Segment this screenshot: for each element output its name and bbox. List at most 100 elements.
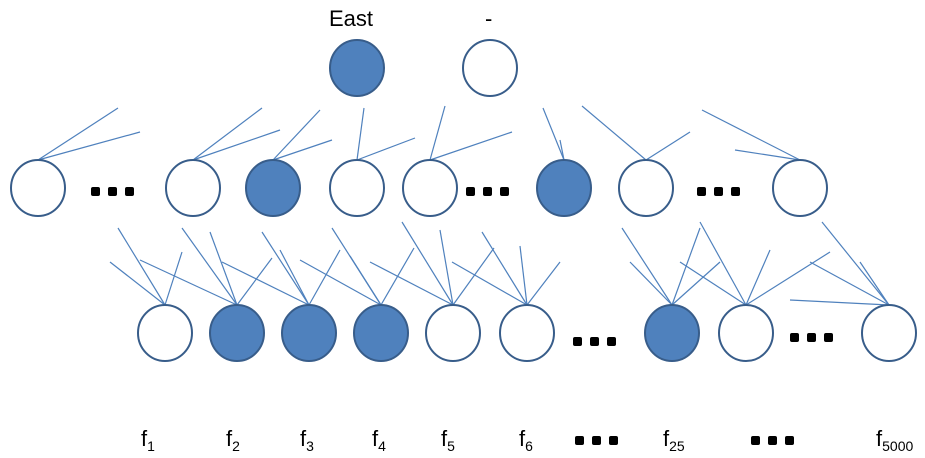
edge-lower-3 [221, 261, 310, 306]
edge-lower-9 [789, 299, 890, 306]
bottom-node-9 [861, 304, 917, 362]
edge-lower-2 [181, 227, 238, 306]
middle-node-1 [10, 159, 66, 217]
bottom-node-7 [644, 304, 700, 362]
middle-node-3 [245, 159, 301, 217]
ellipsis-middle-1-dot-3 [125, 187, 134, 196]
feature-label-f3: f3 [300, 426, 314, 454]
edge-lower-7 [671, 261, 721, 306]
ellipsis-group [91, 187, 833, 445]
feature-label-f1: f1 [141, 426, 155, 454]
edge-lower-3 [308, 249, 341, 306]
edge-lower-9 [859, 261, 890, 306]
top-label-dash: - [485, 6, 493, 31]
ellipsis-middle-2-dot-3 [500, 187, 509, 196]
edge-lower-1 [109, 261, 166, 306]
feature-label-f4: f4 [372, 426, 386, 454]
edge-lower-2 [209, 231, 238, 306]
edge-upper-8 [734, 149, 801, 161]
edge-lower-7 [621, 227, 673, 306]
ellipsis-labels-2-dot-3 [785, 436, 794, 445]
ellipsis-middle-2-dot-2 [483, 187, 492, 196]
edge-lower-6 [519, 245, 528, 306]
edge-lower-5 [439, 229, 454, 306]
edge-upper-4 [356, 137, 416, 161]
edge-lower-8 [745, 249, 771, 306]
ellipsis-middle-3-dot-1 [697, 187, 706, 196]
feature-label-f6: f6 [519, 426, 533, 454]
feature-label-f25: f25 [663, 426, 685, 454]
ellipsis-bottom-2-dot-3 [824, 333, 833, 342]
middle-node-4 [329, 159, 385, 217]
ellipsis-bottom-2-dot-2 [807, 333, 816, 342]
edge-lower-8 [745, 251, 831, 306]
edge-upper-6 [559, 139, 565, 161]
edge-lower-1 [117, 227, 166, 306]
edge-group [37, 105, 890, 306]
bottom-node-4 [353, 304, 409, 362]
node-group [10, 39, 917, 362]
edge-lower-4 [349, 255, 382, 306]
ellipsis-middle-2-dot-1 [466, 187, 475, 196]
middle-node-2 [165, 159, 221, 217]
edge-upper-2 [192, 107, 263, 161]
middle-node-5 [402, 159, 458, 217]
edge-lower-3 [279, 249, 310, 306]
edge-lower-2 [236, 257, 273, 306]
edge-upper-8 [701, 109, 801, 161]
bottom-node-3 [281, 304, 337, 362]
edge-lower-1 [164, 251, 183, 306]
ellipsis-middle-3-dot-2 [714, 187, 723, 196]
edge-lower-6 [451, 261, 528, 306]
edge-upper-2 [192, 129, 281, 161]
ellipsis-bottom-2-dot-1 [790, 333, 799, 342]
ellipsis-middle-1-dot-2 [108, 187, 117, 196]
edge-lower-5 [452, 247, 495, 306]
bottom-node-2 [209, 304, 265, 362]
edge-lower-4 [299, 259, 382, 306]
edge-upper-3 [272, 109, 321, 161]
bottom-node-5 [425, 304, 481, 362]
edge-upper-4 [356, 107, 365, 161]
ellipsis-labels-2-dot-1 [751, 436, 760, 445]
bottom-node-8 [718, 304, 774, 362]
edge-upper-5 [429, 131, 513, 161]
edge-lower-2 [139, 259, 238, 306]
bottom-node-1 [137, 304, 193, 362]
edge-upper-7 [645, 131, 691, 161]
ellipsis-labels-1-dot-1 [575, 436, 584, 445]
feature-label-f5000: f5000 [876, 426, 914, 454]
edge-lower-5 [401, 221, 454, 306]
edge-lower-8 [679, 261, 747, 306]
edge-upper-1 [37, 131, 141, 161]
top-node-2 [462, 39, 518, 97]
ellipsis-labels-1-dot-3 [609, 436, 618, 445]
edge-upper-5 [429, 105, 446, 161]
feature-label-f2: f2 [226, 426, 240, 454]
edge-upper-6 [542, 107, 565, 161]
edge-lower-5 [369, 261, 454, 306]
edge-upper-7 [581, 105, 647, 161]
ellipsis-middle-3-dot-3 [731, 187, 740, 196]
edge-lower-8 [699, 221, 747, 306]
edge-lower-9 [821, 221, 890, 306]
middle-node-7 [618, 159, 674, 217]
ellipsis-middle-1-dot-1 [91, 187, 100, 196]
feature-label-f5: f5 [441, 426, 455, 454]
ellipsis-bottom-1-dot-1 [573, 337, 582, 346]
edge-upper-1 [37, 107, 119, 161]
edge-lower-7 [629, 261, 673, 306]
ellipsis-labels-2-dot-2 [768, 436, 777, 445]
edge-lower-9 [809, 261, 890, 306]
middle-node-8 [772, 159, 828, 217]
middle-node-6 [536, 159, 592, 217]
ellipsis-bottom-1-dot-3 [607, 337, 616, 346]
edge-lower-6 [526, 261, 561, 306]
top-label-east: East [329, 6, 374, 31]
ellipsis-bottom-1-dot-2 [590, 337, 599, 346]
edge-lower-6 [481, 231, 528, 306]
bottom-node-6 [499, 304, 555, 362]
edge-upper-3 [272, 139, 333, 161]
ellipsis-labels-1-dot-2 [592, 436, 601, 445]
